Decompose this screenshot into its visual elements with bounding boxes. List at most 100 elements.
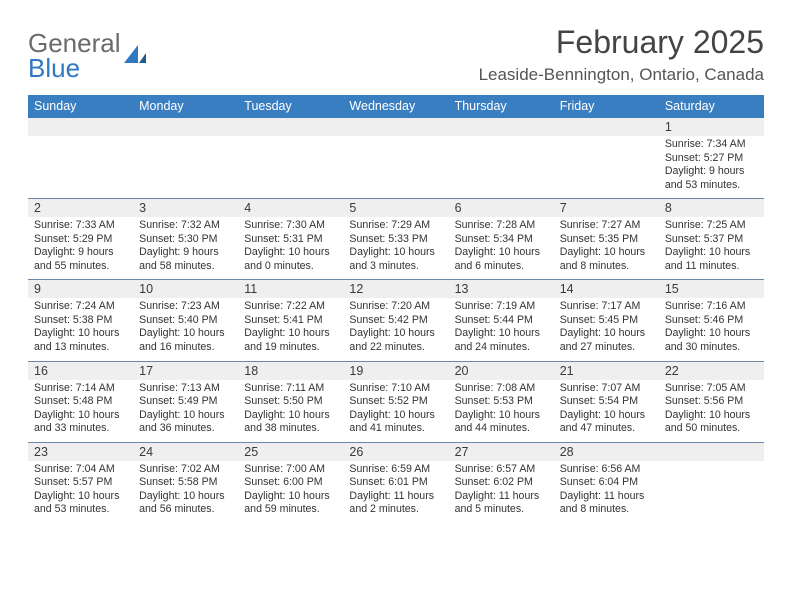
daylight-line: Daylight: 10 hours and 8 minutes. [560,246,653,273]
week-row: 16171819202122Sunrise: 7:14 AMSunset: 5:… [28,361,764,442]
sunset-line: Sunset: 5:53 PM [455,395,548,409]
day-cell: Sunrise: 7:30 AMSunset: 5:31 PMDaylight:… [238,217,343,279]
week-row: 9101112131415Sunrise: 7:24 AMSunset: 5:3… [28,279,764,360]
day-cell: Sunrise: 7:04 AMSunset: 5:57 PMDaylight:… [28,461,133,523]
day-cell: Sunrise: 7:22 AMSunset: 5:41 PMDaylight:… [238,298,343,360]
weekday-wednesday: Wednesday [343,95,448,118]
sunrise-line: Sunrise: 7:28 AM [455,219,548,233]
daylight-line: Daylight: 10 hours and 19 minutes. [244,327,337,354]
day-number: 22 [659,362,764,380]
weekday-friday: Friday [554,95,659,118]
sunset-line: Sunset: 5:45 PM [560,314,653,328]
sunrise-line: Sunrise: 7:13 AM [139,382,232,396]
sunset-line: Sunset: 6:02 PM [455,476,548,490]
day-cell: Sunrise: 7:17 AMSunset: 5:45 PMDaylight:… [554,298,659,360]
day-number: 11 [238,280,343,298]
brand-logo: General Blue [28,24,149,81]
sunrise-line: Sunrise: 7:07 AM [560,382,653,396]
day-number: 25 [238,443,343,461]
daylight-line: Daylight: 10 hours and 13 minutes. [34,327,127,354]
day-number [28,118,133,136]
day-cell: Sunrise: 7:20 AMSunset: 5:42 PMDaylight:… [343,298,448,360]
sunrise-line: Sunrise: 7:19 AM [455,300,548,314]
sunset-line: Sunset: 5:46 PM [665,314,758,328]
day-cell: Sunrise: 7:16 AMSunset: 5:46 PMDaylight:… [659,298,764,360]
daylight-line: Daylight: 9 hours and 55 minutes. [34,246,127,273]
day-cell [28,136,133,198]
sunrise-line: Sunrise: 7:32 AM [139,219,232,233]
sunrise-line: Sunrise: 7:17 AM [560,300,653,314]
sunset-line: Sunset: 5:49 PM [139,395,232,409]
day-cell [449,136,554,198]
day-number [343,118,448,136]
daylight-line: Daylight: 10 hours and 41 minutes. [349,409,442,436]
day-number [449,118,554,136]
daylight-line: Daylight: 9 hours and 53 minutes. [665,165,758,192]
day-number: 17 [133,362,238,380]
day-number: 20 [449,362,554,380]
day-cell: Sunrise: 6:56 AMSunset: 6:04 PMDaylight:… [554,461,659,523]
daylight-line: Daylight: 10 hours and 56 minutes. [139,490,232,517]
day-cell: Sunrise: 7:11 AMSunset: 5:50 PMDaylight:… [238,380,343,442]
sunrise-line: Sunrise: 7:22 AM [244,300,337,314]
daylight-line: Daylight: 10 hours and 44 minutes. [455,409,548,436]
day-number: 19 [343,362,448,380]
sunrise-line: Sunrise: 6:59 AM [349,463,442,477]
sunset-line: Sunset: 5:41 PM [244,314,337,328]
daylight-line: Daylight: 10 hours and 36 minutes. [139,409,232,436]
day-cell [554,136,659,198]
day-cell [343,136,448,198]
sunset-line: Sunset: 5:48 PM [34,395,127,409]
daylight-line: Daylight: 10 hours and 22 minutes. [349,327,442,354]
daylight-line: Daylight: 10 hours and 53 minutes. [34,490,127,517]
weekday-tuesday: Tuesday [238,95,343,118]
logo-word-blue: Blue [28,55,121,81]
sunrise-line: Sunrise: 6:57 AM [455,463,548,477]
daylight-line: Daylight: 10 hours and 30 minutes. [665,327,758,354]
sunrise-line: Sunrise: 7:20 AM [349,300,442,314]
day-cell: Sunrise: 7:27 AMSunset: 5:35 PMDaylight:… [554,217,659,279]
daylight-line: Daylight: 10 hours and 38 minutes. [244,409,337,436]
sunset-line: Sunset: 5:30 PM [139,233,232,247]
sunset-line: Sunset: 5:44 PM [455,314,548,328]
sunrise-line: Sunrise: 7:11 AM [244,382,337,396]
day-cell: Sunrise: 7:10 AMSunset: 5:52 PMDaylight:… [343,380,448,442]
day-number: 7 [554,199,659,217]
sunrise-line: Sunrise: 7:05 AM [665,382,758,396]
weekday-saturday: Saturday [659,95,764,118]
sunrise-line: Sunrise: 7:34 AM [665,138,758,152]
sunset-line: Sunset: 5:38 PM [34,314,127,328]
day-number: 23 [28,443,133,461]
day-cell: Sunrise: 7:33 AMSunset: 5:29 PMDaylight:… [28,217,133,279]
day-number: 3 [133,199,238,217]
day-cell: Sunrise: 6:57 AMSunset: 6:02 PMDaylight:… [449,461,554,523]
day-cell [659,461,764,523]
sunrise-line: Sunrise: 7:16 AM [665,300,758,314]
sunset-line: Sunset: 5:56 PM [665,395,758,409]
day-number [133,118,238,136]
sunrise-line: Sunrise: 7:30 AM [244,219,337,233]
sunrise-line: Sunrise: 7:04 AM [34,463,127,477]
sunset-line: Sunset: 6:00 PM [244,476,337,490]
daylight-line: Daylight: 10 hours and 50 minutes. [665,409,758,436]
day-cell: Sunrise: 7:00 AMSunset: 6:00 PMDaylight:… [238,461,343,523]
week-row: 232425262728Sunrise: 7:04 AMSunset: 5:57… [28,442,764,523]
daylight-line: Daylight: 11 hours and 2 minutes. [349,490,442,517]
title-block: February 2025 Leaside-Bennington, Ontari… [479,24,764,85]
sunrise-line: Sunrise: 7:27 AM [560,219,653,233]
sunset-line: Sunset: 5:42 PM [349,314,442,328]
daylight-line: Daylight: 10 hours and 16 minutes. [139,327,232,354]
day-details-row: Sunrise: 7:34 AMSunset: 5:27 PMDaylight:… [28,136,764,198]
daylight-line: Daylight: 11 hours and 8 minutes. [560,490,653,517]
day-cell: Sunrise: 7:14 AMSunset: 5:48 PMDaylight:… [28,380,133,442]
sunrise-line: Sunrise: 7:25 AM [665,219,758,233]
day-number: 27 [449,443,554,461]
sunset-line: Sunset: 6:01 PM [349,476,442,490]
sunrise-line: Sunrise: 7:24 AM [34,300,127,314]
sunrise-line: Sunrise: 7:02 AM [139,463,232,477]
sunset-line: Sunset: 5:31 PM [244,233,337,247]
day-number: 10 [133,280,238,298]
day-cell: Sunrise: 7:24 AMSunset: 5:38 PMDaylight:… [28,298,133,360]
day-details-row: Sunrise: 7:33 AMSunset: 5:29 PMDaylight:… [28,217,764,279]
location-subtitle: Leaside-Bennington, Ontario, Canada [479,65,764,85]
